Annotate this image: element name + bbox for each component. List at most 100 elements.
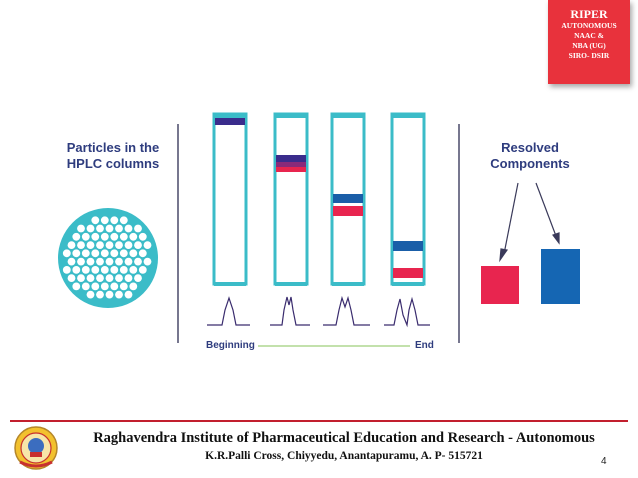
particle-dot	[96, 257, 104, 266]
particle-dot	[129, 232, 138, 241]
particle-dot	[77, 224, 85, 233]
particle-dot	[67, 257, 76, 266]
particle-dot	[134, 241, 142, 250]
particle-dot	[119, 232, 128, 241]
particle-dot	[86, 274, 95, 282]
hplc-column-3	[330, 112, 366, 286]
axis-end-label: End	[415, 340, 434, 351]
particle-dot	[91, 266, 100, 274]
particle-dot	[96, 241, 104, 250]
particle-dot	[72, 232, 81, 241]
particle-dot	[110, 249, 119, 258]
institution-address: K.R.Palli Cross, Chiyyedu, Anantapuramu,…	[205, 450, 483, 462]
particle-dot	[77, 274, 85, 282]
particle-dot	[138, 249, 147, 258]
arrow-to-red-icon	[503, 182, 519, 255]
particle-dot	[124, 257, 133, 266]
hplc-column-2	[273, 112, 309, 286]
column-4-band-red	[393, 268, 423, 278]
particle-dot	[86, 241, 95, 250]
particle-dot	[138, 232, 147, 241]
particle-dot	[81, 232, 90, 241]
particle-dot	[100, 216, 109, 225]
arrow-to-blue-icon	[535, 182, 557, 237]
hplc-column-1	[212, 112, 248, 286]
column-3-band-red	[333, 206, 363, 216]
riper-badge: RIPER AUTONOMOUS NAAC & NBA (UG) SIRO- D…	[548, 0, 630, 84]
particle-dot	[72, 249, 81, 258]
institution-logo	[14, 426, 58, 470]
column-1-band-mixed	[215, 118, 245, 125]
hplc-particles-circle	[58, 208, 158, 308]
badge-line-siro: SIRO- DSIR	[568, 51, 610, 60]
chromatogram-1	[207, 296, 250, 326]
particle-dot	[91, 282, 100, 291]
particle-dot	[81, 266, 90, 274]
resolved-component-red	[481, 266, 519, 304]
particle-dot	[115, 257, 123, 266]
institution-name: Raghavendra Institute of Pharmaceutical …	[93, 430, 595, 446]
column-2-band-red	[276, 167, 306, 172]
particle-dot	[96, 224, 104, 233]
particle-dot	[134, 274, 142, 282]
particle-dot	[110, 266, 119, 274]
particle-dot	[129, 266, 138, 274]
particle-dot	[72, 282, 81, 291]
chromatogram-2	[270, 296, 310, 326]
particle-dot	[105, 224, 114, 233]
particle-dot	[77, 257, 85, 266]
particle-dot	[86, 257, 95, 266]
particle-dot	[119, 216, 128, 225]
footer-divider	[10, 420, 628, 422]
particle-dot	[105, 241, 114, 250]
particle-dot	[86, 290, 95, 299]
particle-dot	[119, 266, 128, 274]
particle-dot	[91, 249, 100, 258]
resolved-component-blue	[541, 249, 580, 304]
column-4-band-blue	[393, 241, 423, 251]
particle-dot	[91, 232, 100, 241]
particle-dot	[110, 282, 119, 291]
particle-dot	[105, 290, 114, 299]
particle-dot	[100, 266, 109, 274]
particle-dot	[105, 257, 114, 266]
particle-dot	[110, 216, 119, 225]
particle-dots	[62, 216, 152, 299]
particle-dot	[124, 290, 133, 299]
particle-dot	[138, 266, 147, 274]
particle-dot	[119, 282, 128, 291]
particle-dot	[62, 249, 71, 258]
column-2-band-blue	[276, 155, 306, 162]
particle-dot	[115, 290, 123, 299]
particle-dot	[105, 274, 114, 282]
particle-dot	[81, 249, 90, 258]
particle-dot	[81, 282, 90, 291]
column-2-band-overlap	[276, 162, 306, 167]
particle-dot	[115, 274, 123, 282]
particle-dot	[72, 266, 81, 274]
chromatogram-3	[323, 295, 370, 326]
particle-dot	[67, 241, 76, 250]
particle-dot	[143, 241, 152, 250]
particle-dot	[124, 224, 133, 233]
particle-dot	[143, 257, 152, 266]
particle-dot	[124, 274, 133, 282]
badge-line-autonomous: AUTONOMOUS	[561, 21, 617, 30]
badge-line-nba: NBA (UG)	[572, 41, 606, 50]
particle-dot	[86, 224, 95, 233]
axis-beginning-label: Beginning	[206, 340, 255, 351]
particle-dot	[77, 241, 85, 250]
particle-dot	[100, 282, 109, 291]
hplc-column-4	[390, 112, 426, 286]
column-3-band-blue	[333, 194, 363, 203]
resolved-components-title: Resolved Components	[490, 140, 570, 171]
particle-dot	[100, 249, 109, 258]
particle-dot	[96, 290, 104, 299]
particle-dot	[134, 224, 142, 233]
particle-dot	[67, 274, 76, 282]
particle-dot	[134, 257, 142, 266]
particle-dot	[129, 249, 138, 258]
particle-dot	[124, 241, 133, 250]
particle-dot	[62, 266, 71, 274]
